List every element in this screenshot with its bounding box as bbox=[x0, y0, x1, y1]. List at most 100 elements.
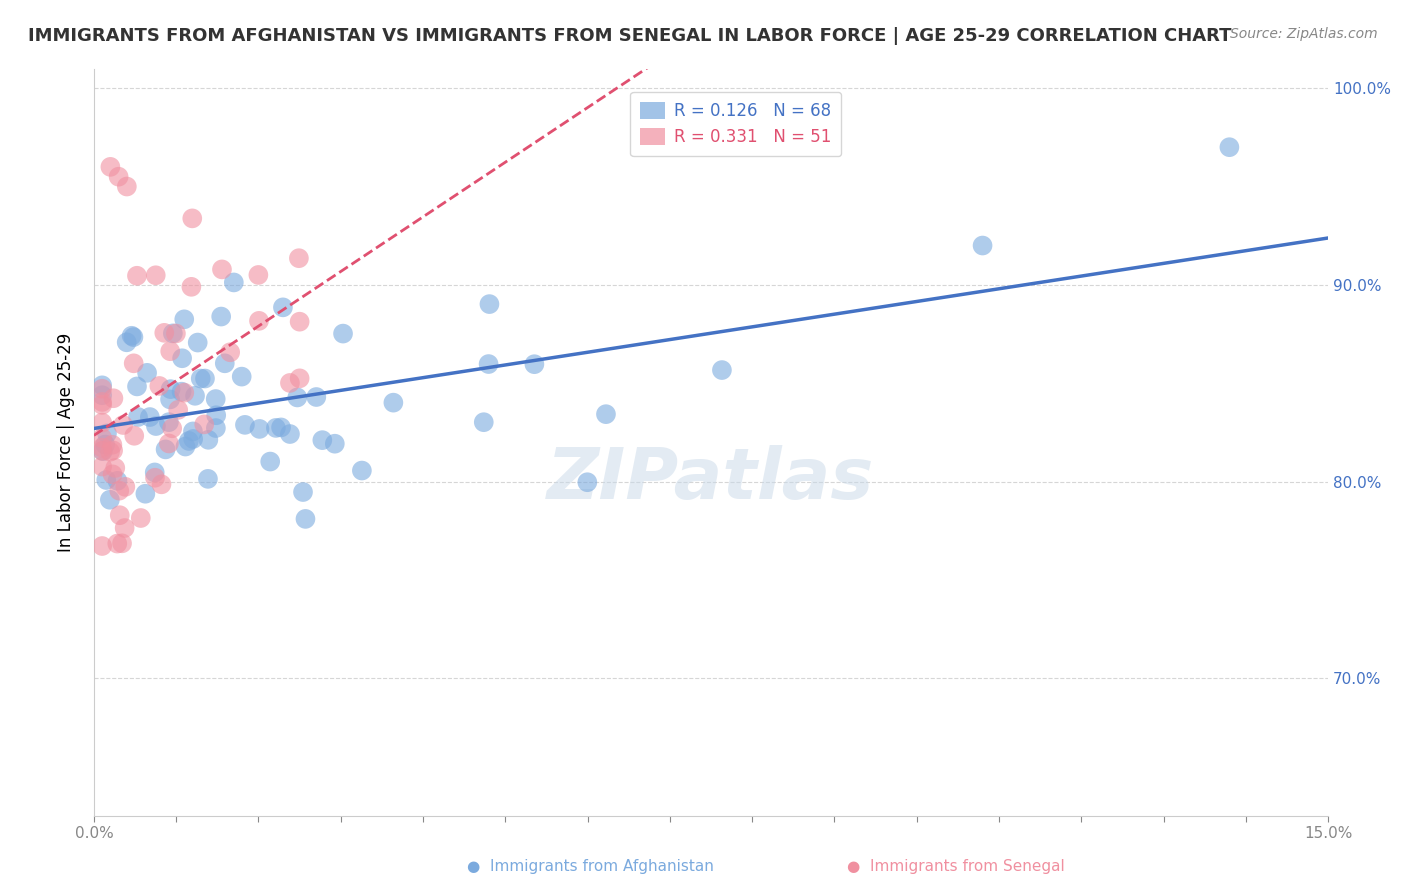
Legend: R = 0.126   N = 68, R = 0.331   N = 51: R = 0.126 N = 68, R = 0.331 N = 51 bbox=[630, 92, 841, 156]
Point bbox=[710, 363, 733, 377]
Point bbox=[91, 443, 114, 458]
Point bbox=[157, 436, 180, 450]
Point bbox=[101, 467, 124, 482]
Point bbox=[197, 433, 219, 447]
Point bbox=[247, 314, 270, 328]
Point bbox=[523, 357, 546, 371]
Point bbox=[1218, 140, 1240, 154]
Text: ZIPatlas: ZIPatlas bbox=[547, 445, 875, 514]
Point bbox=[143, 466, 166, 480]
Point bbox=[278, 376, 301, 390]
Point bbox=[285, 391, 308, 405]
Point bbox=[332, 326, 354, 341]
Point bbox=[214, 356, 236, 370]
Point bbox=[91, 416, 114, 430]
Point bbox=[91, 395, 114, 409]
Point bbox=[292, 485, 315, 500]
Point bbox=[107, 169, 129, 184]
Point bbox=[148, 379, 170, 393]
Point bbox=[478, 297, 501, 311]
Point bbox=[153, 326, 176, 340]
Point bbox=[278, 427, 301, 442]
Point bbox=[122, 356, 145, 370]
Point bbox=[249, 422, 271, 436]
Point bbox=[101, 443, 124, 458]
Point bbox=[288, 315, 311, 329]
Point bbox=[143, 471, 166, 485]
Point bbox=[91, 441, 114, 455]
Point bbox=[98, 492, 121, 507]
Point bbox=[159, 392, 181, 407]
Point bbox=[288, 251, 311, 265]
Point bbox=[91, 378, 114, 392]
Point bbox=[294, 512, 316, 526]
Point bbox=[288, 371, 311, 385]
Point bbox=[139, 410, 162, 425]
Point bbox=[305, 390, 328, 404]
Point bbox=[91, 459, 114, 474]
Y-axis label: In Labor Force | Age 25-29: In Labor Force | Age 25-29 bbox=[58, 333, 75, 552]
Point bbox=[219, 345, 242, 359]
Point bbox=[107, 474, 129, 488]
Point bbox=[194, 371, 217, 385]
Point bbox=[167, 402, 190, 417]
Point bbox=[112, 417, 135, 432]
Point bbox=[108, 483, 131, 498]
Point bbox=[173, 385, 195, 400]
Point bbox=[190, 371, 212, 385]
Point bbox=[270, 420, 292, 434]
Point bbox=[172, 351, 194, 366]
Point bbox=[91, 398, 114, 412]
Text: Source: ZipAtlas.com: Source: ZipAtlas.com bbox=[1230, 27, 1378, 41]
Point bbox=[173, 312, 195, 326]
Point bbox=[311, 433, 333, 447]
Point bbox=[162, 326, 184, 341]
Point bbox=[382, 395, 405, 409]
Point bbox=[98, 444, 121, 458]
Point bbox=[103, 391, 125, 405]
Point bbox=[127, 409, 149, 424]
Text: ●  Immigrants from Senegal: ● Immigrants from Senegal bbox=[848, 859, 1064, 874]
Point bbox=[108, 508, 131, 523]
Point bbox=[145, 419, 167, 434]
Point bbox=[159, 344, 181, 359]
Point bbox=[247, 268, 270, 282]
Point bbox=[972, 238, 994, 252]
Point bbox=[181, 425, 204, 439]
Point bbox=[233, 417, 256, 432]
Point bbox=[129, 511, 152, 525]
Point bbox=[197, 472, 219, 486]
Point bbox=[96, 426, 118, 441]
Point bbox=[91, 539, 114, 553]
Point bbox=[155, 442, 177, 457]
Point bbox=[150, 477, 173, 491]
Point bbox=[114, 480, 136, 494]
Point bbox=[122, 330, 145, 344]
Point bbox=[115, 179, 138, 194]
Point bbox=[350, 464, 373, 478]
Point bbox=[259, 454, 281, 468]
Point bbox=[576, 475, 599, 490]
Point bbox=[595, 407, 617, 421]
Point bbox=[136, 366, 159, 380]
Point bbox=[184, 389, 207, 403]
Point bbox=[180, 280, 202, 294]
Point bbox=[122, 429, 145, 443]
Point bbox=[121, 328, 143, 343]
Point bbox=[104, 461, 127, 475]
Text: IMMIGRANTS FROM AFGHANISTAN VS IMMIGRANTS FROM SENEGAL IN LABOR FORCE | AGE 25-2: IMMIGRANTS FROM AFGHANISTAN VS IMMIGRANT… bbox=[28, 27, 1232, 45]
Point bbox=[125, 268, 148, 283]
Point bbox=[157, 415, 180, 429]
Point bbox=[271, 301, 294, 315]
Point bbox=[174, 440, 197, 454]
Point bbox=[94, 437, 117, 451]
Point bbox=[181, 432, 204, 446]
Text: ●  Immigrants from Afghanistan: ● Immigrants from Afghanistan bbox=[467, 859, 714, 874]
Point bbox=[111, 536, 134, 550]
Point bbox=[205, 409, 228, 423]
Point bbox=[125, 379, 148, 393]
Point bbox=[177, 434, 200, 448]
Point bbox=[264, 421, 287, 435]
Point bbox=[100, 160, 122, 174]
Point bbox=[209, 310, 232, 324]
